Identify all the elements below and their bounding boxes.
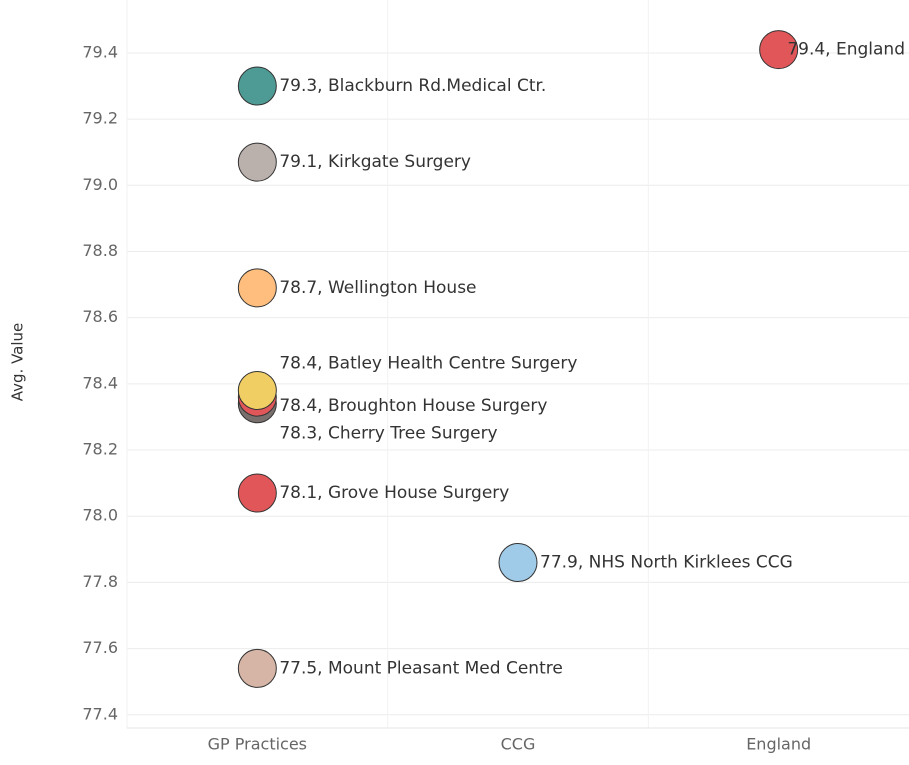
y-tick-label: 78.2 (82, 440, 118, 459)
y-tick-label: 78.0 (82, 506, 118, 525)
y-tick-label: 79.2 (82, 109, 118, 128)
point (237, 648, 277, 688)
y-tick-label: 77.4 (82, 704, 118, 723)
y-tick-label: 78.4 (82, 373, 118, 392)
data-label: 77.5, Mount Pleasant Med Centre (279, 658, 562, 678)
data-label: 78.4, Batley Health Centre Surgery (279, 353, 577, 373)
x-tick-label: CCG (501, 735, 536, 754)
data-label: 79.1, Kirkgate Surgery (279, 152, 471, 172)
y-tick-label: 79.0 (82, 175, 118, 194)
data-label: 78.3, Cherry Tree Surgery (279, 424, 497, 444)
point (237, 66, 277, 106)
data-label: 79.3, Blackburn Rd.Medical Ctr. (279, 76, 546, 96)
y-tick-label: 77.6 (82, 638, 118, 657)
point (237, 473, 277, 513)
y-tick-label: 78.6 (82, 307, 118, 326)
data-label: 78.7, Wellington House (279, 278, 476, 298)
y-tick-label: 77.8 (82, 572, 118, 591)
y-tick-label: 79.4 (82, 42, 118, 61)
point (237, 142, 277, 182)
data-label: 79.4, England (787, 40, 905, 60)
x-tick-label: England (746, 735, 811, 754)
data-label: 77.9, NHS North Kirklees CCG (540, 553, 793, 573)
point (759, 30, 799, 70)
data-label: 78.1, Grove House Surgery (279, 483, 509, 503)
y-tick-label: 78.8 (82, 241, 118, 260)
point (237, 268, 277, 308)
point (498, 543, 538, 583)
point (237, 370, 277, 410)
data-label: 78.4, Broughton House Surgery (279, 396, 547, 416)
x-tick-label: GP Practices (208, 735, 307, 754)
y-axis-title: Avg. Value (9, 323, 27, 402)
